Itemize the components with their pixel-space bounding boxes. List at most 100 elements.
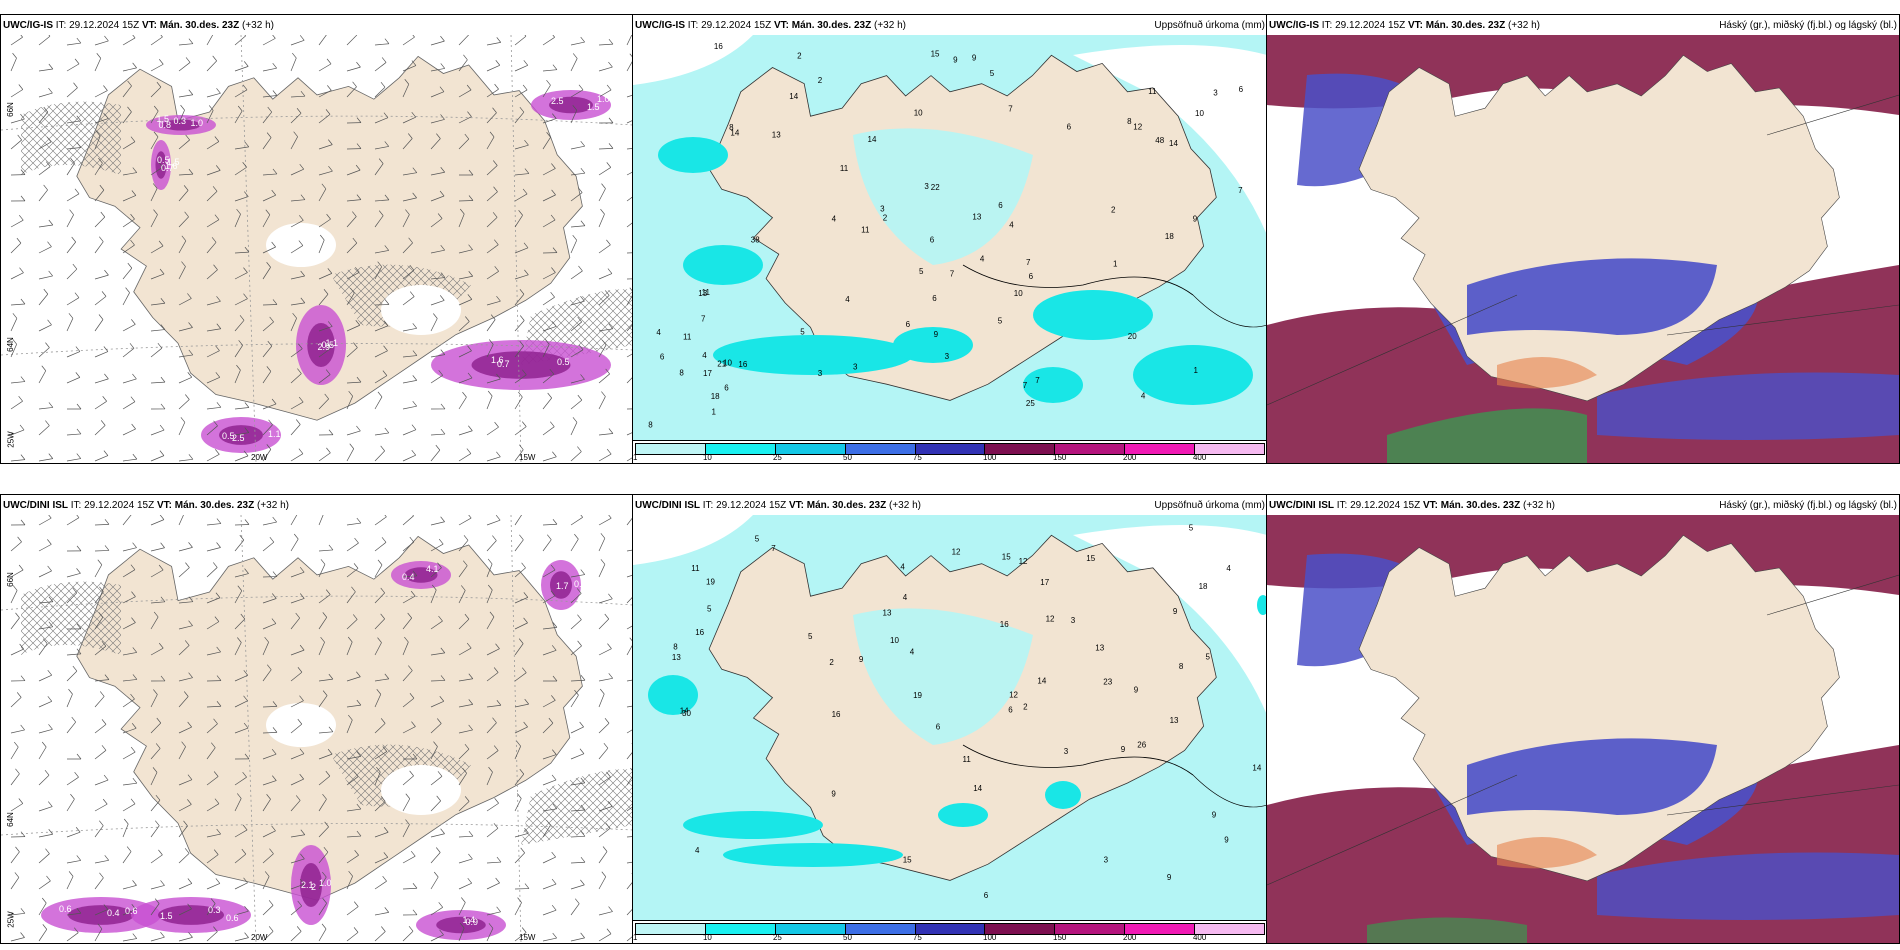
wind-barb bbox=[514, 768, 525, 786]
wind-barb bbox=[598, 368, 610, 384]
precip-amount-label: 14 bbox=[1252, 763, 1261, 772]
precip-amount-label: 11 bbox=[1148, 87, 1157, 96]
wind-barb bbox=[234, 753, 250, 760]
wind-barb bbox=[178, 57, 191, 72]
lead-time: (+32 h) bbox=[1508, 20, 1540, 31]
wind-barb bbox=[262, 900, 274, 916]
precip-value-label: 0.5 bbox=[222, 431, 235, 441]
wind-barb bbox=[38, 288, 49, 306]
wind-barb bbox=[318, 515, 324, 526]
wind-barb bbox=[262, 825, 276, 838]
wind-barb bbox=[234, 613, 246, 630]
wind-barb bbox=[234, 771, 247, 786]
wind-barb bbox=[598, 643, 612, 656]
wind-barb bbox=[262, 636, 269, 656]
wind-barb bbox=[290, 312, 297, 332]
wind-barb bbox=[318, 673, 334, 682]
wind-barb bbox=[38, 539, 52, 552]
wind-barb bbox=[206, 165, 221, 176]
precip-amount-label: 5 bbox=[707, 605, 712, 614]
wind-barb bbox=[402, 636, 409, 656]
precip-value-label: 0.5 bbox=[557, 357, 570, 367]
wind-barb bbox=[262, 209, 271, 228]
wind-barb bbox=[374, 875, 387, 890]
legend-tick-label: 200 bbox=[1123, 453, 1137, 462]
precip-medium-area bbox=[713, 335, 913, 375]
wind-barb bbox=[178, 620, 193, 630]
precip-amount-label: 12 bbox=[1019, 557, 1028, 566]
wind-barb bbox=[486, 239, 499, 254]
wind-barb bbox=[542, 749, 557, 760]
wind-barb bbox=[234, 585, 243, 604]
wind-barb bbox=[458, 133, 470, 150]
wind-barb bbox=[626, 836, 633, 838]
legend-swatch bbox=[1055, 444, 1126, 454]
wind-barb bbox=[486, 295, 501, 306]
wind-barb bbox=[262, 106, 273, 124]
precip-amount-label: 2 bbox=[829, 658, 834, 667]
wind-barb bbox=[38, 106, 49, 124]
precip-amount-label: 14 bbox=[680, 707, 689, 716]
precip-amount-label: 7 bbox=[701, 315, 706, 324]
wind-barb bbox=[598, 391, 606, 410]
precip-amount-label: 20 bbox=[1128, 332, 1137, 341]
wind-barb bbox=[430, 86, 445, 98]
precip-amount-label: 10 bbox=[890, 636, 899, 645]
wind-barb bbox=[206, 323, 222, 332]
wind-barb bbox=[486, 339, 494, 358]
wind-barb bbox=[122, 904, 137, 916]
wind-barb bbox=[318, 139, 333, 150]
wind-barb bbox=[486, 906, 501, 916]
wind-barb bbox=[206, 675, 222, 682]
precip-amount-label: 7 bbox=[1035, 376, 1040, 385]
wind-barb bbox=[66, 587, 78, 604]
wind-barb bbox=[374, 370, 388, 384]
wind-barb bbox=[346, 237, 358, 254]
no-precip-region bbox=[1073, 45, 1267, 235]
wind-barb bbox=[94, 774, 109, 786]
wind-barb bbox=[570, 446, 582, 462]
wind-barb bbox=[262, 398, 277, 410]
wind-barb bbox=[38, 270, 53, 280]
wind-barb bbox=[178, 89, 194, 98]
wind-barb bbox=[542, 774, 557, 786]
legend-tick-label: 150 bbox=[1053, 453, 1067, 462]
precip-amount-label: 14 bbox=[1037, 677, 1046, 686]
wind-barb bbox=[318, 85, 332, 98]
wind-barb bbox=[374, 345, 388, 358]
precip-amount-label: 16 bbox=[695, 628, 704, 637]
precip-amount-label: 7 bbox=[1023, 381, 1028, 390]
wind-barb bbox=[402, 350, 418, 358]
precip-amount-label: 14 bbox=[730, 129, 739, 138]
wind-barb bbox=[38, 35, 51, 46]
precip-amount-label: 2 bbox=[1111, 205, 1116, 214]
wind-barb bbox=[346, 267, 360, 280]
wind-barb bbox=[10, 84, 24, 98]
panel-bottom-mid-precip: UWC/DINI ISL IT: 29.12.2024 15Z VT: Mán.… bbox=[632, 494, 1268, 944]
clear-patch bbox=[381, 765, 461, 815]
wind-barb bbox=[430, 516, 445, 526]
wind-barb bbox=[206, 420, 218, 436]
wind-barb bbox=[346, 850, 359, 864]
wind-barb bbox=[598, 771, 611, 786]
wind-barb bbox=[458, 345, 472, 358]
wind-barb bbox=[10, 35, 23, 46]
wind-barb bbox=[290, 52, 297, 72]
wind-barb bbox=[346, 927, 359, 942]
precip-amount-label: 12 bbox=[1133, 123, 1142, 132]
wind-barb bbox=[290, 900, 302, 916]
wind-barb bbox=[570, 675, 586, 682]
wind-barb bbox=[290, 343, 303, 358]
cloud-map bbox=[1267, 515, 1899, 943]
panel-title: Uppsöfnuð úrkoma (mm) bbox=[1154, 20, 1265, 31]
legend-tick-label: 400 bbox=[1192, 453, 1207, 462]
wind-barb bbox=[318, 544, 334, 552]
precip-amount-label: 11 bbox=[840, 164, 849, 173]
precip-value-label: 0.7 bbox=[497, 359, 510, 369]
precip-amount-label: 5 bbox=[998, 317, 1003, 326]
precip-amount-label: 5 bbox=[800, 327, 805, 336]
wind-barb bbox=[10, 313, 18, 332]
wind-barb bbox=[626, 625, 633, 630]
wind-barb bbox=[430, 295, 445, 306]
wind-barb bbox=[150, 403, 166, 410]
